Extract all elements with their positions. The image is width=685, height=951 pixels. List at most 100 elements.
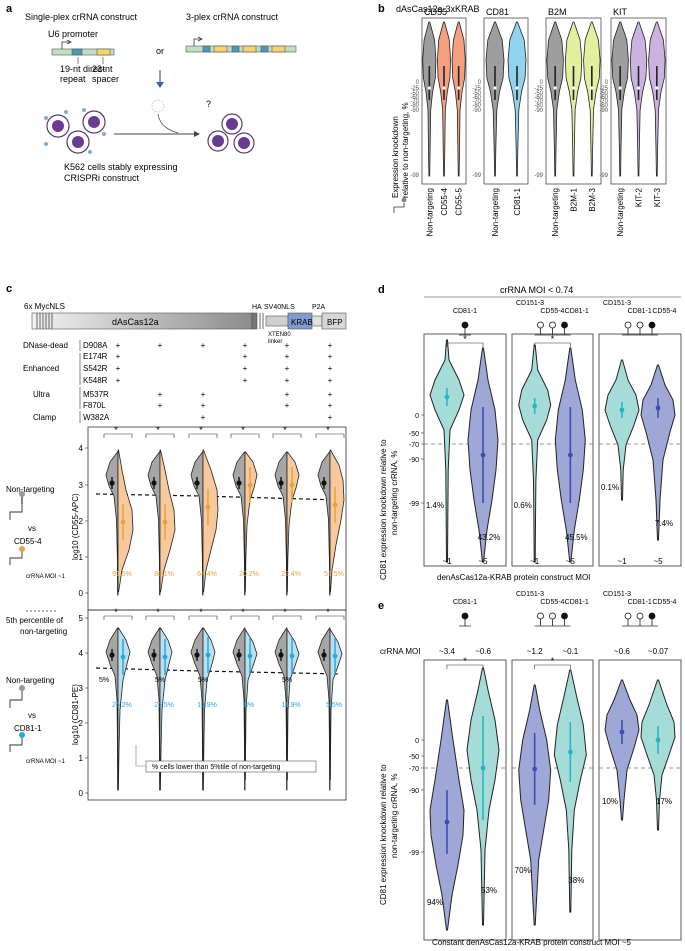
violin-median [619, 407, 625, 413]
c-sig-bracket [145, 433, 175, 438]
x-tick: ~0.6 [475, 647, 491, 656]
crispr-small-icon [393, 197, 407, 213]
c-pct-label: 8% [244, 702, 254, 709]
p2a-label: P2A [312, 304, 326, 311]
c-nt-pct: 5% [155, 677, 165, 684]
guide-icon [549, 612, 556, 620]
guide-icon [461, 321, 469, 329]
matrix-plus: + [285, 352, 290, 361]
c-ytick: 3 [79, 684, 84, 693]
violin-median [619, 729, 625, 735]
legend-cd81: Non-targeting vs CD81-1 crRNA MOI ~1 [6, 676, 66, 765]
c-sig-star: * [283, 607, 287, 617]
guide-label: CD81-1 [565, 308, 589, 315]
c-ytick: 1 [79, 553, 84, 562]
violin-pct: 43.2% [478, 533, 501, 542]
construct-diagram: 6x MycNLS dAsCas12a HA SV40NLS XTEN80 li… [24, 302, 347, 345]
b-ytick: -99 [599, 173, 608, 179]
sig-star: * [551, 656, 555, 666]
matrix-plus: + [328, 341, 333, 350]
c-target-median [120, 519, 126, 525]
c-sig-bracket [272, 433, 302, 438]
matrix-plus: + [243, 341, 248, 350]
panel-b-label: b [378, 3, 385, 15]
b-ytick: -50 [599, 91, 608, 97]
c-nt-median [236, 480, 242, 486]
legend-moi-2: crRNA MOI ~1 [26, 759, 66, 765]
violin-median [532, 403, 538, 409]
c-ytick: 3 [79, 481, 84, 490]
panel-e-plots: 0 -50 -70 -90 -99 CD81-1 94% ~3.4 53% ~0.6 * CD151-… [409, 591, 682, 941]
ytick-label: 0 [415, 413, 419, 420]
c-violin-target [117, 449, 134, 593]
spacer-line1: 23-nt [92, 64, 113, 74]
b-ytick: -90 [534, 108, 543, 114]
c-pct-label: 11.9% [281, 702, 300, 709]
b-ytick: -70 [599, 99, 608, 105]
panel-a: a Single-plex crRNA construct 3-plex crR… [6, 3, 297, 183]
ha-label: HA [252, 304, 262, 311]
c-violin-target [202, 627, 216, 791]
c-ytick: 4 [79, 444, 84, 453]
ytick-label: -90 [409, 457, 419, 464]
krab-label: KRAB [291, 318, 313, 327]
guide-label: CD81-1 [453, 308, 477, 315]
x-tick: ~1.2 [527, 647, 543, 656]
b-ytick: -99 [410, 173, 419, 179]
panel-e-label: e [378, 600, 384, 612]
b-ytick: -25 [534, 86, 543, 92]
violin-pct: 94% [427, 898, 443, 907]
c-nt-median [151, 480, 157, 486]
b-xlabel: B2M-1 [570, 187, 579, 211]
sig-star: * [551, 334, 555, 344]
matrix-plus: + [116, 364, 121, 373]
c-nt-median [194, 480, 200, 486]
guide-icon [561, 612, 568, 620]
violin-median [480, 452, 486, 458]
c-target-median [247, 653, 253, 659]
guide-label: CD151-3 [516, 591, 544, 598]
violin [640, 679, 676, 831]
c-sig-star: * [199, 425, 203, 435]
c-nt-median [321, 480, 327, 486]
b-box [610, 17, 667, 185]
violin-box [511, 659, 594, 941]
c-sig-bracket [188, 433, 218, 438]
b-ytick: -70 [410, 99, 419, 105]
violin-median [567, 749, 573, 755]
c-ytick: 4 [79, 649, 84, 658]
c-violin-target [159, 627, 173, 791]
c-sig-bracket [230, 433, 260, 438]
ytick-label: -70 [409, 442, 419, 449]
c-nt-median [109, 480, 115, 486]
matrix-plus: + [328, 376, 333, 385]
guide-icon [561, 321, 568, 329]
c-nt-median [194, 652, 200, 658]
b-violin-median [442, 86, 446, 90]
legend-moi-1: crRNA MOI ~1 [26, 574, 66, 580]
b-ytick: -80 [534, 103, 543, 109]
ytick-label: -90 [409, 788, 419, 795]
x-tick: ~0.1 [562, 647, 578, 656]
b-ytick: -60 [534, 95, 543, 101]
c-ytick: 2 [79, 517, 84, 526]
xten-label: XTEN80 [268, 332, 291, 338]
c-target-median [205, 652, 211, 658]
mutation-table: DNase-dead Enhanced Ultra Clamp D908A E1… [23, 340, 333, 423]
x-tick: ~1 [530, 557, 540, 566]
guide-label: CD55-4 [540, 599, 564, 606]
panel-e-ylabel-line2: non-targeting crRNA, % [390, 774, 399, 858]
matrix-plus: + [116, 376, 121, 385]
x-tick: ~5 [566, 557, 576, 566]
sig-bracket [534, 664, 571, 669]
matrix-plus: + [201, 341, 206, 350]
c-target-median [162, 519, 168, 525]
c-sig-star: * [114, 425, 118, 435]
direct-repeat-line2: repeat [60, 74, 86, 84]
direct-repeat-line1: 19-nt direct [60, 64, 106, 74]
c-bottom-violins: 0 1 2 3 4 5 * 25.2% * 25.5% * 10.9% * 8% * 11.9% * 5.5% 5%… [79, 607, 345, 798]
bfp-label: BFP [327, 318, 343, 327]
c-threshold-line [95, 493, 341, 501]
guide-label: CD55-4 [652, 308, 676, 315]
b-xlabel: CD55-4 [440, 187, 449, 215]
